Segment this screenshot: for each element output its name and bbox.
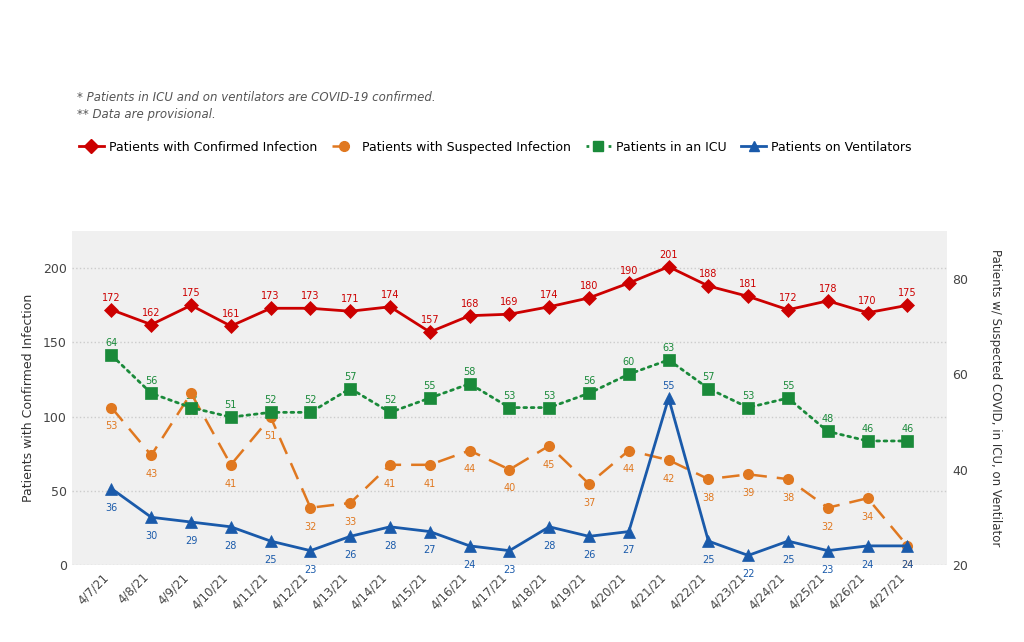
Text: 25: 25 — [702, 555, 715, 565]
Y-axis label: Patients w/ Suspected COVID, in ICU, on Ventilator: Patients w/ Suspected COVID, in ICU, on … — [989, 249, 1001, 547]
Text: 41: 41 — [224, 479, 237, 489]
Text: 173: 173 — [261, 291, 280, 301]
Text: 24: 24 — [901, 560, 913, 569]
Text: 52: 52 — [384, 395, 396, 405]
Text: 175: 175 — [898, 288, 916, 299]
Legend: Patients with Confirmed Infection, Patients with Suspected Infection, Patients i: Patients with Confirmed Infection, Patie… — [74, 135, 916, 159]
Text: 171: 171 — [341, 294, 359, 304]
Text: 157: 157 — [421, 315, 439, 325]
Text: 161: 161 — [221, 309, 240, 319]
Text: 64: 64 — [105, 338, 118, 348]
Text: 170: 170 — [858, 296, 877, 306]
Text: 53: 53 — [543, 390, 555, 401]
Text: 34: 34 — [861, 512, 873, 522]
Text: 32: 32 — [304, 521, 316, 532]
Text: 22: 22 — [742, 569, 755, 579]
Text: 27: 27 — [623, 546, 635, 555]
Text: 29: 29 — [185, 536, 198, 546]
Text: 51: 51 — [224, 400, 237, 410]
Text: 57: 57 — [702, 372, 715, 381]
Text: 174: 174 — [540, 290, 558, 300]
Text: 30: 30 — [145, 531, 158, 541]
Text: 41: 41 — [384, 479, 396, 489]
Text: 169: 169 — [501, 297, 518, 308]
Text: 27: 27 — [424, 546, 436, 555]
Text: 63: 63 — [663, 343, 675, 353]
Text: 28: 28 — [384, 541, 396, 551]
Text: 32: 32 — [821, 521, 834, 532]
Text: 26: 26 — [344, 550, 356, 560]
Text: 38: 38 — [702, 493, 715, 503]
Text: 23: 23 — [503, 564, 516, 575]
Text: 53: 53 — [105, 421, 118, 431]
Text: 39: 39 — [742, 488, 755, 498]
Text: 26: 26 — [583, 550, 595, 560]
Text: 45: 45 — [543, 460, 555, 469]
Text: 60: 60 — [623, 357, 635, 367]
Text: 56: 56 — [145, 376, 158, 386]
Text: 55: 55 — [424, 381, 436, 391]
Text: 43: 43 — [145, 469, 158, 479]
Text: 52: 52 — [264, 395, 276, 405]
Text: 53: 53 — [742, 390, 755, 401]
Text: 41: 41 — [424, 479, 436, 489]
Text: 53: 53 — [503, 390, 516, 401]
Text: 52: 52 — [304, 395, 316, 405]
Text: 181: 181 — [739, 279, 758, 290]
Text: 28: 28 — [543, 541, 555, 551]
Text: 175: 175 — [181, 288, 201, 299]
Text: 42: 42 — [663, 474, 675, 484]
Text: 46: 46 — [861, 424, 873, 434]
Text: 44: 44 — [464, 464, 476, 474]
Text: * Patients in ICU and on ventilators are COVID-19 confirmed.: * Patients in ICU and on ventilators are… — [77, 91, 435, 104]
Text: 28: 28 — [224, 541, 237, 551]
Text: 55: 55 — [663, 381, 675, 391]
Text: 24: 24 — [861, 560, 873, 569]
Text: 46: 46 — [901, 424, 913, 434]
Text: 180: 180 — [580, 281, 598, 291]
Text: 25: 25 — [781, 555, 795, 565]
Text: 190: 190 — [620, 266, 638, 276]
Text: 57: 57 — [344, 372, 356, 381]
Text: 40: 40 — [504, 483, 515, 494]
Text: 168: 168 — [461, 299, 479, 309]
Text: 162: 162 — [142, 308, 161, 318]
Text: 36: 36 — [105, 503, 118, 512]
Text: 53: 53 — [185, 390, 198, 401]
Text: 25: 25 — [264, 555, 276, 565]
Text: 23: 23 — [821, 564, 834, 575]
Text: 33: 33 — [344, 517, 356, 527]
Text: 48: 48 — [821, 415, 834, 424]
Text: 51: 51 — [264, 431, 276, 441]
Y-axis label: Patients with Confirmed Infection: Patients with Confirmed Infection — [22, 294, 35, 502]
Text: 56: 56 — [185, 407, 198, 417]
Text: ** Data are provisional.: ** Data are provisional. — [77, 108, 215, 121]
Text: 24: 24 — [464, 560, 476, 569]
Text: 55: 55 — [781, 381, 795, 391]
Text: 172: 172 — [102, 293, 121, 303]
Text: 178: 178 — [818, 284, 837, 294]
Text: 172: 172 — [778, 293, 798, 303]
Text: 24: 24 — [901, 560, 913, 569]
Text: 201: 201 — [659, 250, 678, 260]
Text: 44: 44 — [623, 464, 635, 474]
Text: 38: 38 — [782, 493, 795, 503]
Text: 56: 56 — [583, 376, 595, 386]
Text: 188: 188 — [699, 269, 718, 279]
Text: 37: 37 — [583, 498, 595, 508]
Text: 58: 58 — [464, 367, 476, 377]
Text: 173: 173 — [301, 291, 319, 301]
Text: 23: 23 — [304, 564, 316, 575]
Text: COVID-19 Hospitalizations Reported by MS Hospitals, 4/7/21-4/27/21 *,**: COVID-19 Hospitalizations Reported by MS… — [12, 34, 837, 53]
Text: 174: 174 — [381, 290, 399, 300]
